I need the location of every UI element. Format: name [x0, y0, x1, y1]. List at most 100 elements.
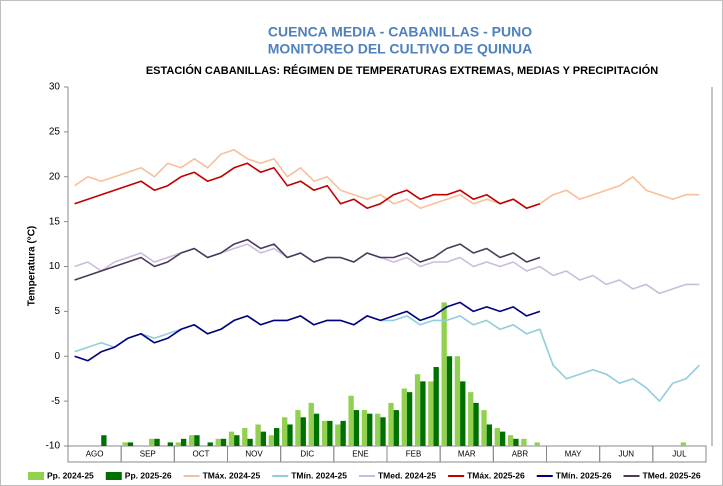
precip-bar	[260, 431, 267, 446]
precip-bar	[446, 356, 453, 446]
y-tick-label: -10	[46, 441, 61, 452]
x-tick-label: DIC	[300, 450, 314, 459]
precip-bar	[513, 438, 519, 446]
precip-bar	[180, 438, 187, 446]
x-tick-label: JUN	[618, 450, 634, 459]
precip-bar	[308, 402, 314, 446]
legend-label: TMed. 2024-25	[378, 470, 436, 480]
x-tick-label: MAR	[458, 450, 476, 459]
precip-bar	[149, 438, 155, 446]
precip-bar	[428, 381, 434, 446]
legend-label: TMín. 2024-25	[291, 470, 347, 480]
precip-bar	[255, 424, 261, 446]
chart-subtitle: MONITOREO DEL CULTIVO DE QUINUA	[268, 41, 532, 57]
x-tick-label: OCT	[192, 450, 209, 459]
precip-bar	[268, 435, 275, 446]
y-tick-label: -5	[51, 396, 60, 407]
precip-bar	[321, 420, 328, 446]
precip-bar	[335, 424, 341, 446]
precip-bar	[207, 442, 213, 446]
temp-line	[74, 301, 541, 362]
precip-bar	[154, 438, 160, 446]
chart-title: CUENCA MEDIA - CABANILLAS - PUNO	[268, 24, 532, 40]
legend-label: Pp. 2024-25	[47, 470, 94, 480]
precip-bar	[499, 431, 506, 446]
precip-bar	[507, 435, 514, 446]
precip-bar	[327, 420, 333, 446]
precip-bar	[188, 435, 195, 446]
chart-heading: ESTACIÓN CABANILLAS: RÉGIMEN DE TEMPERAT…	[146, 64, 658, 77]
precip-bar	[228, 431, 235, 446]
temp-line	[74, 162, 541, 209]
precip-bar	[521, 438, 527, 446]
y-axis-label: Temperatura (°C)	[27, 226, 38, 307]
x-tick-label: FEB	[406, 450, 422, 459]
x-tick-label: ABR	[512, 450, 529, 459]
precip-bar	[481, 410, 487, 446]
precip-bar	[348, 395, 354, 446]
precip-bar	[234, 435, 240, 446]
precip-bar	[454, 356, 461, 446]
precip-bar	[433, 367, 439, 446]
precip-bar	[401, 388, 407, 446]
y-tick-label: 25	[49, 127, 61, 138]
precip-bar	[680, 442, 687, 446]
precip-bar	[194, 435, 200, 446]
precip-bar	[388, 402, 394, 446]
precip-bar	[473, 402, 479, 446]
precip-bar	[460, 381, 466, 446]
precip-bar	[127, 442, 134, 446]
temp-line	[74, 238, 541, 281]
precip-bar	[406, 392, 413, 446]
precip-bar	[101, 435, 107, 446]
precip-bar	[247, 438, 253, 446]
y-tick-label: 30	[49, 82, 61, 93]
x-tick-label: JUL	[672, 450, 687, 459]
x-tick-label: MAY	[565, 450, 582, 459]
precip-bar	[494, 428, 500, 446]
x-tick-label: SEP	[140, 450, 156, 459]
precip-bar	[375, 413, 381, 446]
precip-bar	[380, 417, 386, 446]
x-tick-label: NOV	[245, 450, 263, 459]
legend-label: TMáx. 2025-26	[467, 470, 525, 480]
precip-bar	[274, 428, 280, 446]
precip-bar	[242, 428, 248, 446]
precip-bar	[361, 410, 368, 446]
precip-bar	[281, 417, 288, 446]
precip-bar	[313, 413, 320, 446]
precip-bar	[486, 424, 493, 446]
legend-swatch	[28, 472, 44, 480]
precip-bar	[167, 442, 174, 446]
y-tick-label: 15	[49, 216, 61, 227]
x-tick-label: AGO	[86, 450, 104, 459]
precip-bar	[393, 410, 399, 446]
precip-bar	[215, 438, 221, 446]
x-tick-label: ENE	[352, 450, 368, 459]
precip-bar	[420, 381, 426, 446]
precip-bar	[287, 424, 293, 446]
y-tick-label: 0	[54, 351, 60, 362]
precip-bar	[367, 413, 373, 446]
y-tick-label: 5	[54, 306, 60, 317]
precip-bar	[353, 410, 360, 446]
precip-bar	[468, 392, 474, 446]
y-tick-label: 10	[49, 261, 61, 272]
legend-label: Pp. 2025-26	[125, 470, 172, 480]
precip-bar	[295, 410, 301, 446]
legend-swatch	[105, 472, 122, 480]
precip-bar	[175, 442, 181, 446]
month-cell	[652, 445, 707, 463]
precip-bar	[441, 302, 447, 446]
legend-label: TMed. 2025-26	[643, 470, 701, 480]
legend-label: TMáx. 2024-25	[203, 470, 261, 480]
precip-bar	[534, 442, 540, 446]
precip-bar	[220, 438, 227, 446]
legend-label: TMín. 2025-26	[556, 470, 612, 480]
precip-bar	[300, 417, 306, 446]
precip-bar	[340, 420, 346, 446]
precip-bar	[122, 442, 128, 446]
y-tick-label: 20	[49, 171, 61, 182]
